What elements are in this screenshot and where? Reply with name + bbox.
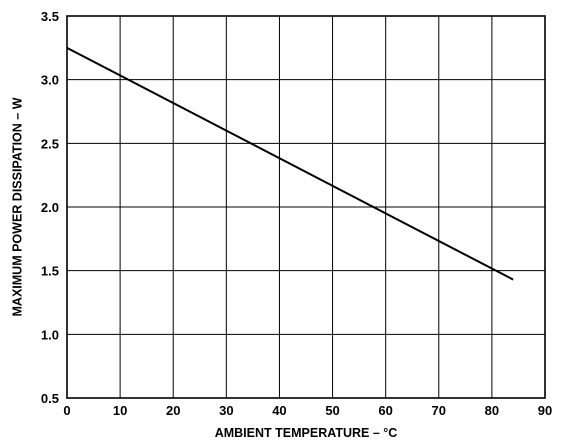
x-tick-label: 60 — [378, 403, 392, 418]
y-tick-label: 2.5 — [41, 136, 59, 151]
x-tick-label: 10 — [113, 403, 127, 418]
x-axis-title: AMBIENT TEMPERATURE – °C — [215, 426, 398, 440]
y-tick-label: 3.5 — [41, 9, 59, 24]
x-tick-label: 90 — [538, 403, 552, 418]
y-tick-label: 3.0 — [41, 73, 59, 88]
y-tick-label: 1.5 — [41, 264, 59, 279]
y-axis-title: MAXIMUM POWER DISSIPATION – W — [10, 97, 24, 316]
x-tick-label: 30 — [219, 403, 233, 418]
x-tick-label: 0 — [63, 403, 70, 418]
x-tick-label: 20 — [166, 403, 180, 418]
series-line — [66, 46, 514, 281]
x-tick-label: 50 — [325, 403, 339, 418]
plot-frame — [66, 15, 546, 399]
x-tick-label: 80 — [485, 403, 499, 418]
x-tick-label: 40 — [272, 403, 286, 418]
series-layer — [66, 46, 514, 281]
x-tick-label: 70 — [432, 403, 446, 418]
x-tick-labels: 0 10 20 30 40 50 60 70 80 90 — [63, 403, 552, 418]
y-tick-label: 1.0 — [41, 327, 59, 342]
y-tick-label: 2.0 — [41, 200, 59, 215]
y-tick-label: 0.5 — [41, 391, 59, 406]
y-tick-labels: 0.5 1.0 1.5 2.0 2.5 3.0 3.5 — [41, 9, 59, 406]
grid — [67, 16, 545, 398]
